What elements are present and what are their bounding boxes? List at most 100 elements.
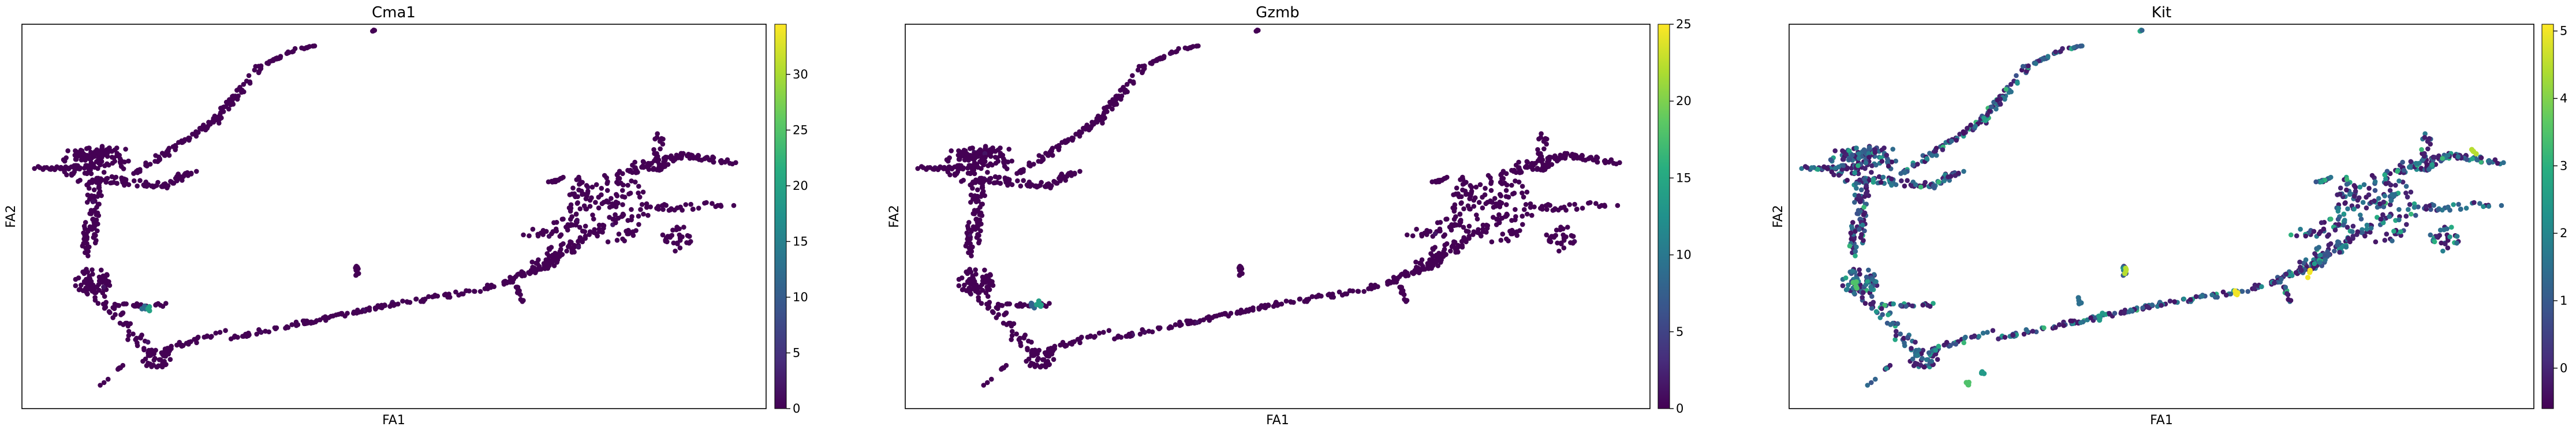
cell-point xyxy=(472,289,477,294)
cell-point xyxy=(2454,241,2459,246)
cell-point xyxy=(91,284,96,289)
cell-point xyxy=(201,122,206,128)
cell-point xyxy=(1511,190,1517,196)
cell-point xyxy=(83,152,88,158)
cell-point xyxy=(151,184,156,190)
cell-point xyxy=(2140,28,2145,33)
cell-point xyxy=(1433,260,1439,265)
cell-point xyxy=(1929,153,1935,158)
cell-point xyxy=(163,183,169,189)
cell-point xyxy=(1556,207,1561,213)
cell-point xyxy=(984,285,990,290)
cell-point xyxy=(620,202,625,207)
cell-point xyxy=(1543,203,1549,208)
cell-point xyxy=(1893,333,1899,338)
cell-point xyxy=(959,275,965,280)
cell-point xyxy=(681,225,686,230)
cell-point xyxy=(1862,166,1868,171)
cell-point xyxy=(178,174,184,179)
cell-point xyxy=(1840,163,1846,169)
cell-point xyxy=(1444,241,1450,246)
cell-point xyxy=(214,115,219,121)
cell-point xyxy=(114,145,120,151)
cell-point xyxy=(2344,177,2350,182)
cell-point xyxy=(1439,257,1444,263)
cell-point xyxy=(2303,233,2309,239)
cell-point xyxy=(1873,162,1879,168)
cell-point xyxy=(2434,234,2440,240)
cell-point xyxy=(544,229,549,234)
cell-point xyxy=(1001,159,1006,164)
cell-point xyxy=(48,167,54,172)
cell-point xyxy=(1458,218,1464,223)
cell-point xyxy=(966,220,972,225)
cell-point xyxy=(2284,291,2290,296)
cell-point xyxy=(1860,222,1865,228)
cell-point xyxy=(925,165,931,170)
cell-point xyxy=(1185,318,1191,324)
cell-point xyxy=(1448,227,1454,233)
cell-point xyxy=(573,211,579,217)
cell-point xyxy=(605,179,610,185)
cell-point xyxy=(1073,132,1078,137)
cell-point xyxy=(605,239,611,245)
cell-point xyxy=(1866,155,1872,160)
cell-point xyxy=(2396,207,2402,212)
cell-point xyxy=(2380,212,2385,218)
cell-point xyxy=(2426,136,2432,141)
cell-point xyxy=(1000,152,1006,158)
cell-point xyxy=(242,332,248,338)
cell-point xyxy=(614,172,620,178)
cell-point xyxy=(2078,43,2084,49)
cell-point xyxy=(117,152,122,158)
cell-point xyxy=(972,156,977,161)
cell-point xyxy=(2391,229,2396,234)
cell-point xyxy=(1126,332,1132,338)
cell-point xyxy=(533,260,539,266)
cell-point xyxy=(1555,240,1560,246)
cell-point xyxy=(84,200,90,205)
cell-point xyxy=(145,339,151,345)
cell-point xyxy=(576,244,581,250)
cell-point xyxy=(1936,179,1942,185)
cell-point xyxy=(1520,190,1525,196)
cell-point xyxy=(2358,212,2363,218)
cell-point xyxy=(985,305,991,311)
cell-point xyxy=(1169,325,1174,330)
cell-point xyxy=(1265,302,1271,308)
cell-point xyxy=(619,214,625,219)
cell-point xyxy=(2181,296,2186,302)
cell-point xyxy=(1845,286,1850,292)
cell-point xyxy=(1866,267,1871,273)
cell-point xyxy=(241,81,247,87)
cell-point xyxy=(1853,229,1858,234)
cell-point xyxy=(2341,211,2347,217)
cell-point xyxy=(656,162,662,167)
cell-point xyxy=(2464,157,2470,162)
cell-point xyxy=(1256,28,1261,33)
cell-point xyxy=(2078,320,2084,326)
cell-point xyxy=(103,276,108,282)
cell-point xyxy=(118,312,124,317)
cell-point xyxy=(615,181,621,186)
colorbar-tick-label: 3 xyxy=(2560,159,2567,173)
plot-frame xyxy=(905,24,1651,409)
cell-point xyxy=(570,192,575,197)
colorbar-tick-label: 25 xyxy=(1676,17,1692,31)
colorbar-tick-label: 10 xyxy=(793,290,808,304)
cell-point xyxy=(2408,189,2414,195)
cell-point xyxy=(638,207,643,212)
cell-point xyxy=(353,272,359,278)
cell-point xyxy=(1006,147,1011,152)
cell-point xyxy=(1980,330,1986,336)
cell-point xyxy=(186,137,192,143)
cell-point xyxy=(2002,96,2007,102)
cell-point xyxy=(1506,238,1511,244)
colorbar-tick-label: 20 xyxy=(1676,94,1692,108)
cell-point xyxy=(965,279,970,285)
cell-point xyxy=(622,238,627,244)
cell-point xyxy=(2351,206,2357,212)
cell-point xyxy=(2444,226,2450,231)
cell-point xyxy=(1891,301,1896,306)
cell-point xyxy=(77,178,83,183)
